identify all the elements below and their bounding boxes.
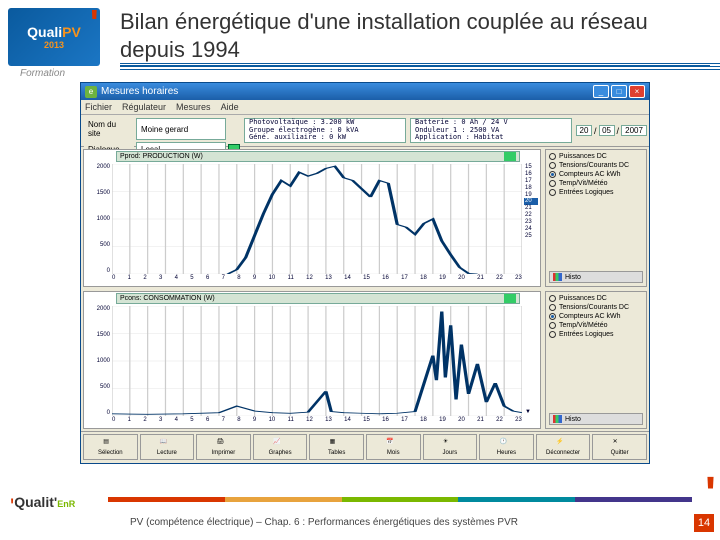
toolbar-tables[interactable]: ▦Tables: [309, 434, 364, 460]
page-number: 14: [694, 514, 714, 532]
day-item[interactable]: 15: [524, 164, 538, 171]
radio-option[interactable]: Temp/Vit/Météo: [549, 322, 643, 329]
refresh-icon[interactable]: [504, 294, 516, 303]
chart-consumption: Pcons: CONSOMMATION (W) 2000150010005000…: [83, 291, 541, 429]
histo-button[interactable]: Histo: [549, 271, 643, 283]
radio-option[interactable]: Puissances DC: [549, 153, 643, 160]
day-item[interactable]: 23: [524, 219, 538, 226]
formation-label: Formation: [20, 68, 65, 79]
day-item[interactable]: 18: [524, 185, 538, 192]
radio-option[interactable]: Entrées Logiques: [549, 189, 643, 196]
date-picker[interactable]: / /: [576, 118, 646, 143]
day-item[interactable]: 24: [524, 226, 538, 233]
day-list[interactable]: 1516171819202122232425: [524, 164, 538, 274]
apostrophe-decor: ': [90, 2, 99, 44]
day-item[interactable]: 16: [524, 171, 538, 178]
radio-option[interactable]: Tensions/Courants DC: [549, 304, 643, 311]
menu-regulateur[interactable]: Régulateur: [122, 102, 166, 112]
chart1-yaxis: 2000150010005000: [86, 164, 110, 274]
toolbar-déconnecter[interactable]: ⚡Déconnecter: [536, 434, 591, 460]
options-panel-1: Puissances DC Tensions/Courants DC Compteu…: [545, 149, 647, 287]
menubar: Fichier Régulateur Mesures Aide: [81, 100, 649, 115]
date-day[interactable]: [576, 125, 592, 136]
chart1-xaxis: 01234567891011121314151617181920212223: [112, 275, 522, 285]
radio-option[interactable]: Compteurs AC kWh: [549, 313, 643, 320]
chart1-title: Pprod: PRODUCTION (W): [116, 151, 520, 162]
color-bar: [108, 497, 692, 502]
radio-option[interactable]: Puissances DC: [549, 295, 643, 302]
chart2-xaxis: 01234567891011121314151617181920212223: [112, 417, 522, 427]
toolbar-imprimer[interactable]: 🖨Imprimer: [196, 434, 251, 460]
day-item[interactable]: 21: [524, 205, 538, 212]
day-scroll-icon[interactable]: ▼: [524, 306, 538, 416]
date-month[interactable]: [599, 125, 615, 136]
toolbar-lecture[interactable]: 📖Lecture: [140, 434, 195, 460]
day-item[interactable]: 25: [524, 233, 538, 240]
histo-button[interactable]: Histo: [549, 413, 643, 425]
title-underline: [120, 62, 720, 70]
chart2-title: Pcons: CONSOMMATION (W): [116, 293, 520, 304]
site-label: Nom du site: [84, 118, 134, 140]
titlebar[interactable]: e Mesures horaires _ □ ×: [81, 83, 649, 100]
date-year[interactable]: [621, 125, 647, 136]
logo-qualitenr: 'Qualit'EnR: [10, 494, 100, 530]
window-title: Mesures horaires: [101, 86, 178, 97]
menu-mesures[interactable]: Mesures: [176, 102, 211, 112]
app-window: e Mesures horaires _ □ × Fichier Régulat…: [80, 82, 650, 464]
site-value[interactable]: Moine gerard: [136, 118, 226, 140]
bottom-toolbar: ▤Sélection📖Lecture🖨Imprimer📈Graphes▦Tabl…: [81, 431, 649, 461]
day-item[interactable]: 19: [524, 192, 538, 199]
day-item[interactable]: 17: [524, 178, 538, 185]
logo-qualipv: QualiPV 2013: [8, 8, 100, 66]
radio-option[interactable]: Compteurs AC kWh: [549, 171, 643, 178]
chart2-yaxis: 2000150010005000: [86, 306, 110, 416]
day-item[interactable]: 22: [524, 212, 538, 219]
toolbar-sélection[interactable]: ▤Sélection: [83, 434, 138, 460]
day-item[interactable]: 20: [524, 198, 538, 205]
info-row: Nom du site Moine gerard Dialogue Local …: [81, 115, 649, 147]
toolbar-quitter[interactable]: ✕Quitter: [592, 434, 647, 460]
slide-title: Bilan énergétique d'une installation cou…: [120, 8, 710, 67]
app-icon: e: [85, 86, 97, 98]
radio-option[interactable]: Tensions/Courants DC: [549, 162, 643, 169]
menu-fichier[interactable]: Fichier: [85, 102, 112, 112]
minimize-button[interactable]: _: [593, 85, 609, 98]
options-panel-2: Puissances DC Tensions/Courants DC Compteu…: [545, 291, 647, 429]
toolbar-jours[interactable]: ☀Jours: [423, 434, 478, 460]
footer-text: PV (compétence électrique) – Chap. 6 : P…: [130, 517, 518, 528]
chart-production: Pprod: PRODUCTION (W) 2000150010005000 0…: [83, 149, 541, 287]
toolbar-heures[interactable]: 🕐Heures: [479, 434, 534, 460]
close-button[interactable]: ×: [629, 85, 645, 98]
toolbar-mois[interactable]: 📅Mois: [366, 434, 421, 460]
refresh-icon[interactable]: [504, 152, 516, 161]
radio-option[interactable]: Entrées Logiques: [549, 331, 643, 338]
maximize-button[interactable]: □: [611, 85, 627, 98]
apostrophe-decor-br: ': [705, 466, 716, 520]
battery-info-box: Batterie : 0 Ah / 24 V Onduleur 1 : 2500…: [410, 118, 572, 143]
pv-info-box: Photovoltaïque : 3.200 kW Groupe électro…: [244, 118, 406, 143]
menu-aide[interactable]: Aide: [221, 102, 239, 112]
radio-option[interactable]: Temp/Vit/Météo: [549, 180, 643, 187]
toolbar-graphes[interactable]: 📈Graphes: [253, 434, 308, 460]
